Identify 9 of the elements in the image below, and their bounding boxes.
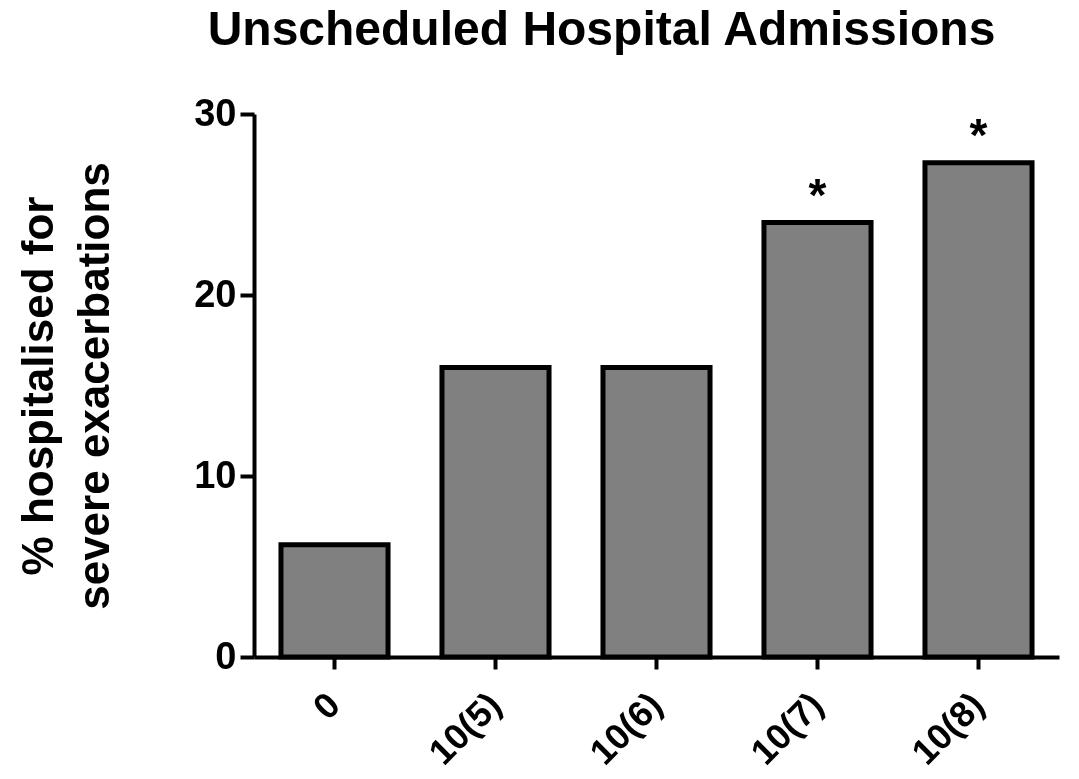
annotation: * [808, 168, 827, 221]
annotation: * [969, 108, 988, 161]
chart-title: Unscheduled Hospital Admissions [207, 2, 996, 55]
y-tick-label: 20 [194, 272, 237, 315]
y-tick-label: 0 [215, 634, 237, 677]
y-tick-label: 10 [194, 453, 237, 496]
y-axis-title: % hospitalised for severe exacerbations [13, 162, 119, 610]
y-tick-label: 30 [194, 91, 237, 134]
x-tick-label: 0 [304, 683, 348, 728]
